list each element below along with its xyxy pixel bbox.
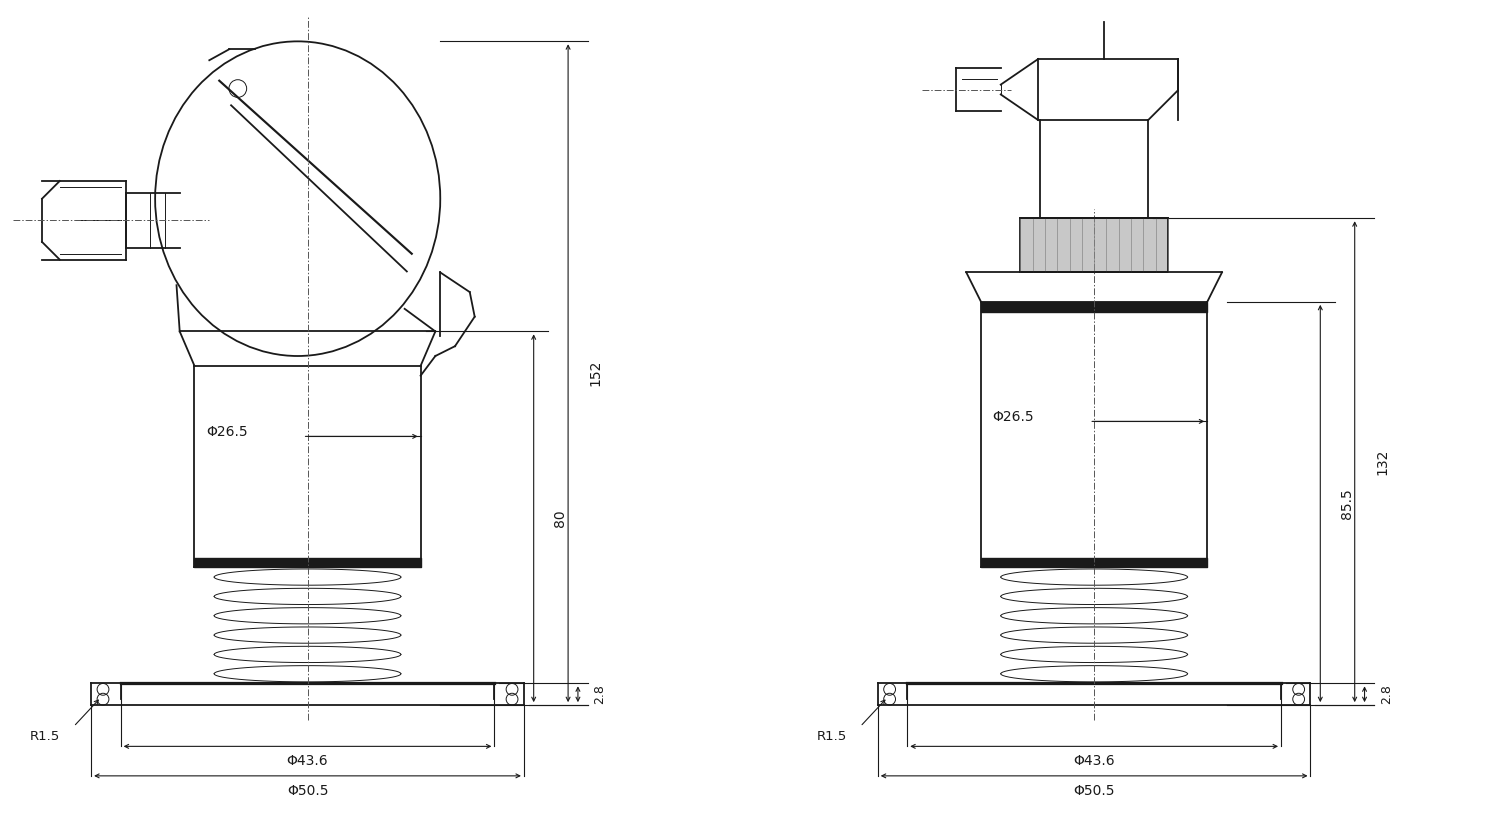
Text: 85.5: 85.5 — [1340, 488, 1354, 519]
Text: Φ50.5: Φ50.5 — [286, 784, 328, 798]
Bar — [1020, 218, 1168, 272]
Text: Φ26.5: Φ26.5 — [206, 426, 248, 439]
Text: R1.5: R1.5 — [816, 730, 846, 743]
Text: Φ26.5: Φ26.5 — [993, 411, 1035, 424]
Text: R1.5: R1.5 — [30, 730, 60, 743]
Text: 152: 152 — [588, 360, 603, 387]
Text: 80: 80 — [554, 510, 567, 527]
Text: Φ43.6: Φ43.6 — [286, 754, 328, 768]
Text: 2.8: 2.8 — [592, 684, 606, 704]
Text: 132: 132 — [1376, 448, 1389, 475]
Text: Φ50.5: Φ50.5 — [1074, 784, 1114, 798]
Text: Φ43.6: Φ43.6 — [1074, 754, 1114, 768]
Text: 2.8: 2.8 — [1380, 684, 1392, 704]
